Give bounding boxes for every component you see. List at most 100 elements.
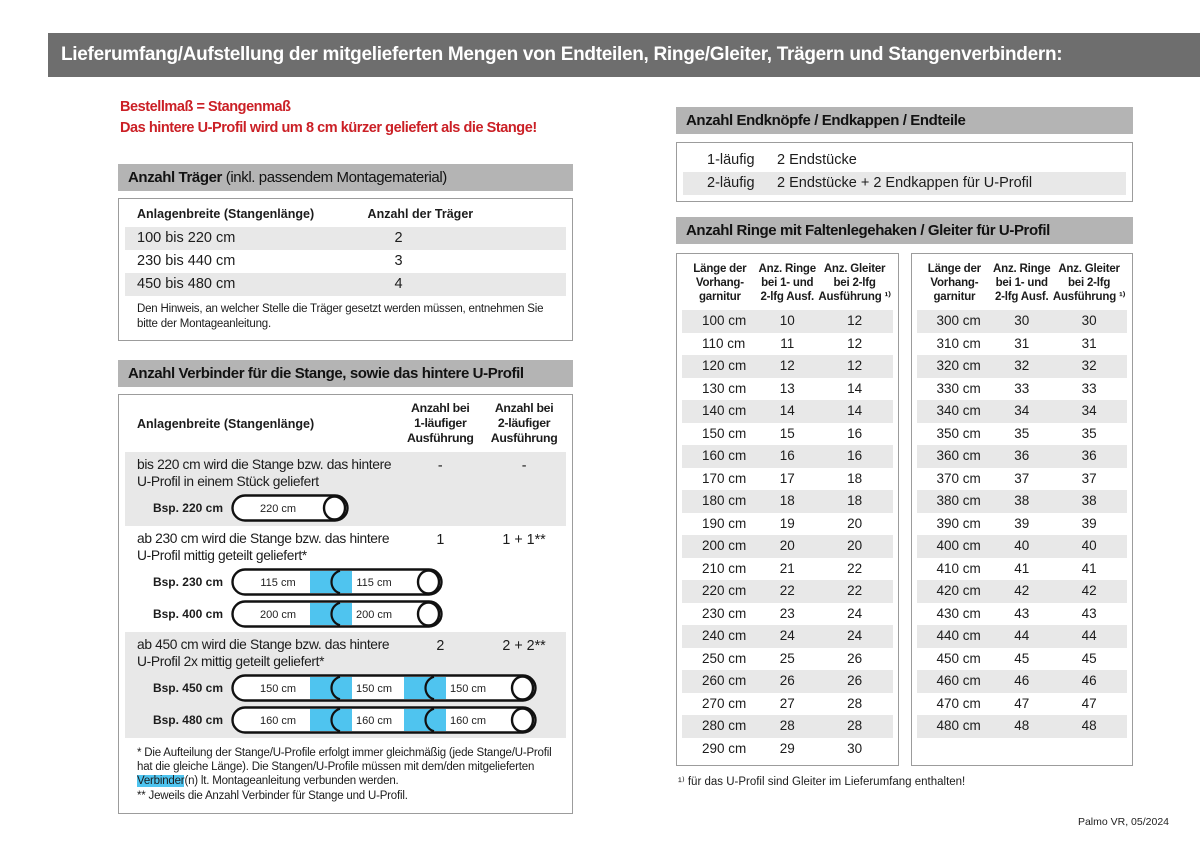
ringe-title: Anzahl Ringe mit Faltenlegehaken / Gleit… [686,222,1050,239]
traeger-count: 3 [394,253,403,269]
ring-anzahl-ringe: 36 [1014,448,1030,463]
verbinder-row: ab 230 cm wird die Stange bzw. das hinte… [125,526,566,632]
section-header-endteile: Anzahl Endknöpfe / Endkappen / Endteile [676,107,1133,134]
ring-laenge: 350 cm [936,425,981,441]
ring-anzahl-ringe: 19 [779,515,795,531]
ring-anzahl-gleiter: 46 [1081,673,1097,688]
segment-length-label: 160 cm [260,715,296,727]
ring-table-row: 290 cm 29 30 [682,738,893,761]
ring-col-gleiter: Anz. Gleiter bei 2-lfg Ausführung ¹⁾ [818,263,891,303]
ring-table-row: 140 cm 14 14 [682,400,893,423]
ring-anzahl-gleiter: 14 [847,403,863,418]
ring-anzahl-gleiter: 12 [847,358,863,373]
endteile-table: 1-läufig 2 Endstücke 2-läufig 2 Endstücke +… [676,142,1133,202]
ring-col-ringe: Anz. Ringe bei 1- und 2-lfg Ausf. [758,263,817,303]
ring-laenge: 380 cm [936,493,981,508]
rod-example-label: Bsp. 230 cm [152,574,223,589]
rod-example-label: Bsp. 450 cm [152,680,223,695]
ring-anzahl-gleiter: 47 [1081,695,1097,711]
ring-anzahl-ringe: 43 [1014,605,1030,621]
segment-length-label: 150 cm [450,683,486,695]
rod-example: Bsp. 230 cm 115 cm 115 cm [125,567,566,596]
verbinder-highlight: Verbinder [137,775,185,787]
ring-col-ringe: Anz. Ringe bei 1- und 2-lfg Ausf. [993,263,1051,303]
traeger-count: 2 [394,230,403,246]
traeger-table: Anlagenbreite (Stangenlänge) Anzahl der … [118,198,573,341]
ring-table-row: 120 cm 12 12 [682,355,893,378]
segment-length-label: 115 cm [356,577,391,589]
traeger-col-anzahl: Anzahl der Träger [367,207,474,221]
traeger-rows: 100 bis 220 cm 2 230 bis 440 cm 3 450 bis 48… [125,227,566,296]
verbinder-row-text: bis 220 cm wird die Stange bzw. das hint… [137,457,392,489]
ring-anzahl-ringe: 31 [1014,335,1030,351]
ring-table-row: 430 cm 43 43 [917,603,1128,626]
ring-anzahl-gleiter: 39 [1081,515,1097,531]
verbinder-table-header: Anlagenbreite (Stangenlänge) Anzahl bei 1… [125,401,566,452]
ring-table-row: 250 cm 25 26 [682,648,893,671]
rod-example: Bsp. 400 cm 200 cm 200 cm [125,599,566,628]
traeger-range: 230 bis 440 cm [137,253,236,269]
ring-anzahl-ringe: 41 [1014,560,1030,576]
ring-table-row: 130 cm 13 14 [682,378,893,401]
ring-anzahl-gleiter: 35 [1081,425,1097,441]
document-version: Palmo VR, 05/2024 [1077,816,1169,828]
ring-col-gleiter: Anz. Gleiter bei 2-lfg Ausführung ¹⁾ [1052,263,1126,303]
ring-tables: Länge der Vorhang-garnitur Anz. Ringe bei 1… [676,253,1133,766]
verbinder-count-1laeufig: 2 [436,638,445,654]
ring-anzahl-gleiter: 26 [847,650,863,666]
ring-table-header: Länge der Vorhang-garnitur Anz. Ringe bei 1… [682,259,893,310]
ring-laenge: 100 cm [702,313,747,328]
ring-laenge: 290 cm [702,740,747,756]
rod-example: Bsp. 450 cm 150 cm 150 cm 150 cm [125,673,566,702]
ring-table-row: 260 cm 26 26 [682,670,893,693]
ring-anzahl-gleiter: 24 [847,628,863,643]
ring-laenge: 480 cm [936,718,981,733]
ring-anzahl-gleiter: 28 [847,695,863,711]
verbinder-row: bis 220 cm wird die Stange bzw. das hint… [125,452,566,526]
ring-table-row: 320 cm 32 32 [916,355,1127,378]
ring-table-row: 420 cm 42 42 [916,580,1127,603]
section-header-verbinder: Anzahl Verbinder für die Stange, sowie d… [118,360,573,387]
ring-anzahl-ringe: 15 [779,425,795,441]
ring-table-row: 240 cm 24 24 [682,625,893,648]
section-header-ringe: Anzahl Ringe mit Faltenlegehaken / Gleit… [676,217,1133,244]
ring-anzahl-gleiter: 30 [1081,313,1097,328]
ring-table-row: 390 cm 39 39 [917,513,1128,536]
verbinder-count-1laeufig: 1 [436,532,445,548]
ring-table-row: 330 cm 33 33 [917,378,1128,401]
ring-table-row: 150 cm 15 16 [682,423,893,446]
segment-length-label: 160 cm [356,715,392,727]
ring-table-row: 310 cm 31 31 [917,333,1128,356]
ring-laenge: 470 cm [936,695,981,711]
traeger-row: 230 bis 440 cm 3 [125,250,566,273]
ring-laenge: 460 cm [936,673,981,688]
ring-laenge: 390 cm [936,515,981,531]
ring-anzahl-gleiter: 20 [847,515,863,531]
ring-anzahl-gleiter: 22 [847,583,863,598]
verbinder-count-2laeufig: 1 + 1** [502,532,546,548]
traeger-note: Den Hinweis, an welcher Stelle die Träge… [137,303,544,330]
verbinder-row-text: ab 450 cm wird die Stange bzw. das hinte… [137,637,390,669]
ring-anzahl-ringe: 29 [779,740,795,756]
ring-anzahl-ringe: 47 [1014,695,1030,711]
ring-anzahl-ringe: 26 [779,673,795,688]
traeger-range: 100 bis 220 cm [137,230,236,246]
ring-anzahl-gleiter: 48 [1081,718,1097,733]
ring-laenge: 260 cm [702,673,747,688]
endteile-row: 2-läufig 2 Endstücke + 2 Endkappen für U-… [683,172,1126,195]
traeger-table-header: Anlagenbreite (Stangenlänge) Anzahl der … [125,207,566,227]
verbinder-table: Anlagenbreite (Stangenlänge) Anzahl bei 1… [118,394,573,814]
ring-laenge: 370 cm [936,470,981,486]
segment-length-label: 160 cm [450,715,486,727]
ring-anzahl-gleiter: 43 [1081,605,1097,621]
segment-length-label: 150 cm [356,683,392,695]
ring-table-header: Länge der Vorhang-garnitur Anz. Ringe bei 1… [917,259,1128,310]
traeger-count: 4 [394,276,403,292]
segment-length-label: 200 cm [356,609,392,621]
traeger-range: 450 bis 480 cm [137,276,236,292]
ring-laenge: 120 cm [702,358,747,373]
verbinder-footnotes: * Die Aufteilung der Stange/U-Profile er… [125,738,566,807]
ring-table-row: 200 cm 20 20 [682,535,893,558]
ring-laenge: 160 cm [702,448,747,463]
ring-table-row: 410 cm 41 41 [917,558,1128,581]
